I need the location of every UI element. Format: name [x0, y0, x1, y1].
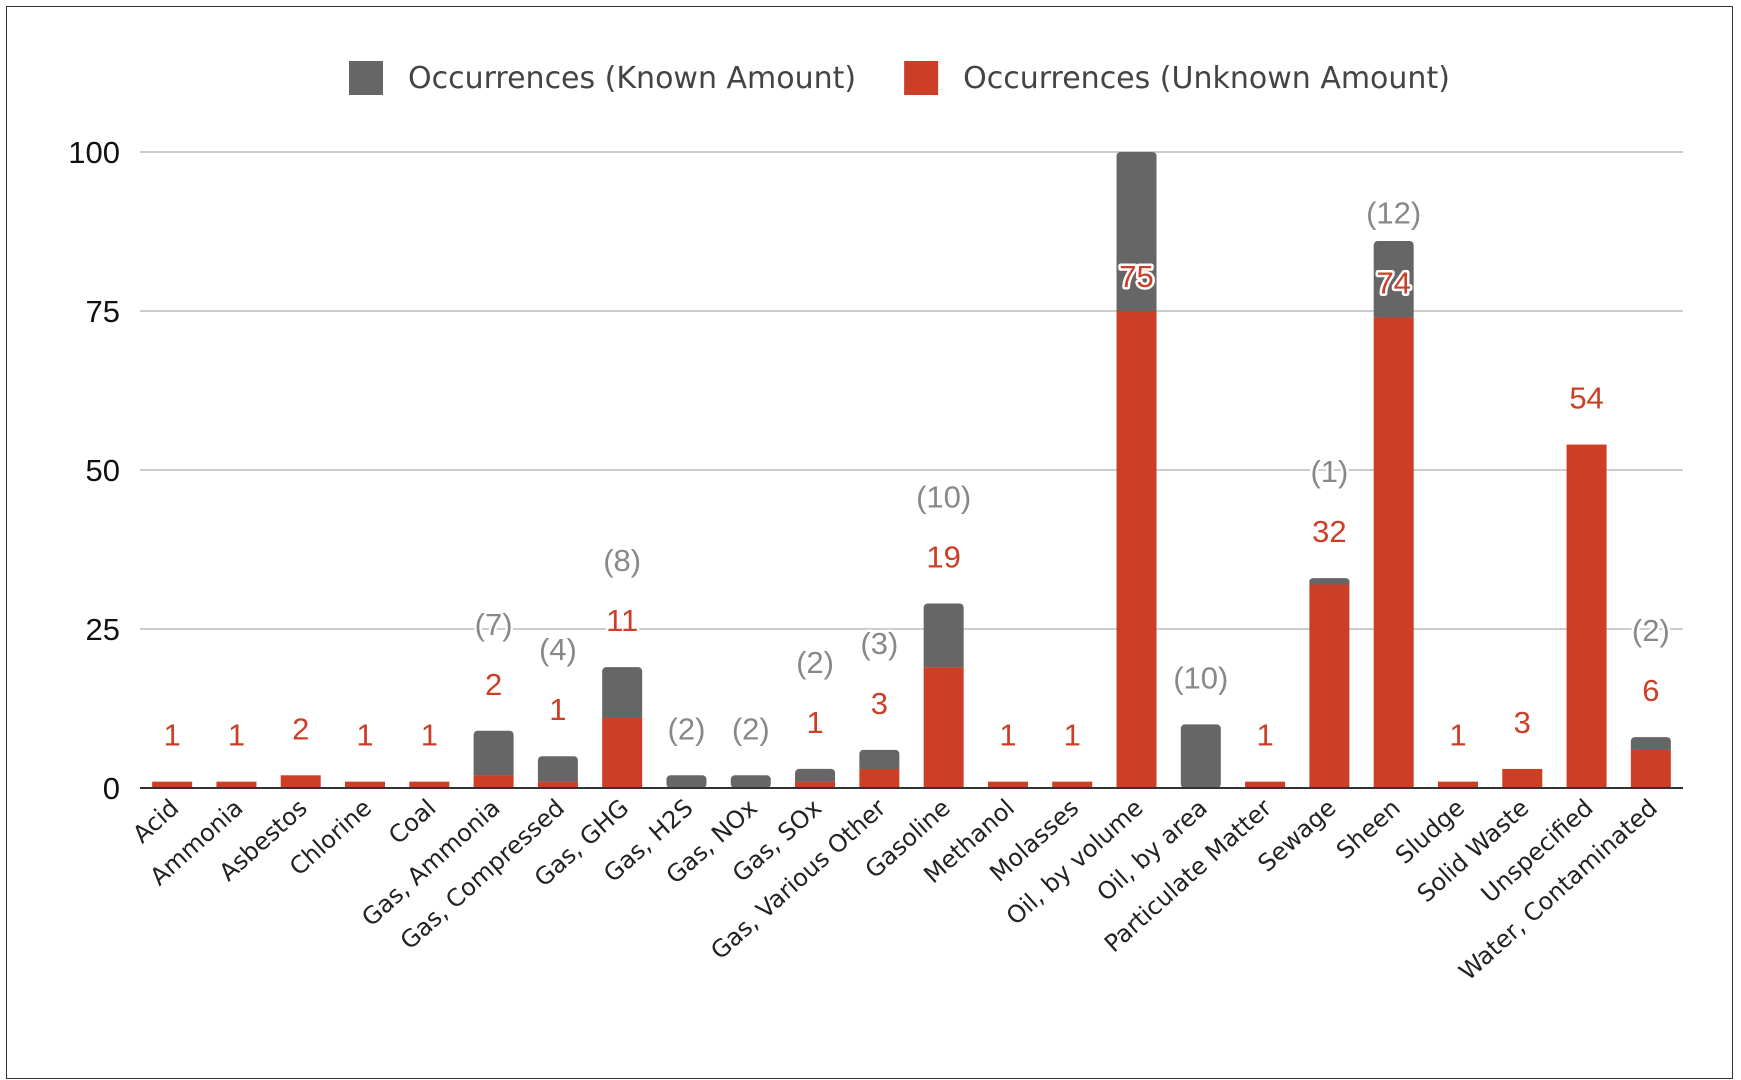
data-label-known: (3)	[860, 626, 898, 661]
data-label-known: (10)	[1173, 660, 1228, 695]
data-label-known: (2)	[1632, 613, 1670, 648]
data-label-unknown: 1	[999, 718, 1016, 753]
data-label-known: (7)	[475, 607, 513, 642]
bar-unknown-amount	[1309, 584, 1350, 788]
data-label-unknown: 3	[871, 686, 888, 721]
data-label-unknown: 1	[806, 705, 823, 740]
bar-unknown-amount	[923, 667, 964, 788]
bar-known-amount	[602, 667, 643, 719]
legend-label: Occurrences (Unknown Amount)	[963, 61, 1450, 96]
bar-unknown-amount	[1052, 781, 1093, 788]
data-label-unknown: 2	[292, 711, 309, 746]
bar-known-amount-joint	[859, 764, 900, 769]
data-label-unknown: 1	[356, 718, 373, 753]
y-tick-label: 100	[68, 135, 120, 170]
bar-known-amount	[666, 775, 707, 788]
bar-known-amount-joint	[1309, 580, 1350, 585]
data-label-unknown: 3	[1514, 705, 1531, 740]
bar-unknown-amount	[216, 781, 257, 788]
data-label-unknown: 1	[549, 692, 566, 727]
bar-unknown-amount	[345, 781, 386, 788]
bar-known-amount	[473, 730, 514, 776]
data-label-known: (2)	[668, 711, 706, 746]
bar-unknown-amount	[1566, 444, 1607, 788]
bar-known-amount	[1373, 241, 1414, 318]
bar-unknown-amount	[1502, 768, 1543, 788]
bar-known-amount-joint	[1373, 313, 1414, 318]
data-label-unknown: 1	[1064, 718, 1081, 753]
data-label-known: (2)	[796, 645, 834, 680]
bar-unknown-amount	[1437, 781, 1478, 788]
data-label-known: (1)	[1310, 454, 1348, 489]
data-label-known: (4)	[539, 632, 577, 667]
legend-swatch	[904, 61, 939, 95]
bar-unknown-amount	[152, 781, 193, 788]
bar-unknown-amount	[1630, 749, 1671, 788]
bar-known-amount	[1180, 724, 1221, 788]
bar-known-amount-joint	[537, 777, 578, 782]
bar-known-amount-joint	[1116, 307, 1157, 311]
bar-unknown-amount	[1373, 317, 1414, 788]
bar-known-amount-joint	[923, 663, 964, 668]
data-label-unknown: 2	[485, 667, 502, 702]
legend-swatch	[349, 61, 383, 95]
x-tick-label: Acid	[127, 794, 184, 849]
y-tick-label: 0	[103, 771, 120, 806]
data-label-unknown: 1	[1256, 718, 1273, 753]
data-label-unknown: 75	[1119, 259, 1153, 294]
y-tick-label: 75	[86, 294, 120, 329]
legend-label: Occurrences (Known Amount)	[408, 61, 856, 96]
bar-known-amount	[1116, 152, 1157, 311]
bar-unknown-amount	[795, 781, 836, 788]
bar-known-amount-joint	[473, 771, 514, 776]
data-label-known: (8)	[603, 543, 641, 578]
data-label-unknown: 1	[1449, 718, 1466, 753]
data-label-unknown: 74	[1376, 265, 1410, 300]
data-label-known: (2)	[732, 711, 770, 746]
bar-known-amount-joint	[795, 777, 836, 782]
bar-unknown-amount	[473, 775, 514, 788]
data-label-unknown: 11	[606, 603, 638, 638]
bar-unknown-amount	[409, 781, 450, 788]
bar-known-amount	[537, 756, 578, 782]
data-label-known: (12)	[1366, 195, 1421, 230]
data-label-known: (10)	[916, 480, 971, 515]
bar-unknown-amount	[602, 718, 643, 788]
bar-known-amount-joint	[1630, 745, 1671, 750]
data-label-unknown: 19	[926, 540, 960, 575]
y-tick-label: 50	[86, 453, 120, 488]
bar-known-amount	[859, 749, 900, 769]
bar-unknown-amount	[280, 775, 321, 788]
bar-unknown-amount	[537, 781, 578, 788]
data-label-unknown: 1	[421, 718, 438, 753]
bar-known-amount-joint	[602, 714, 643, 719]
bar-unknown-amount	[859, 768, 900, 788]
data-label-unknown: 1	[164, 718, 181, 753]
y-tick-label: 25	[86, 612, 120, 647]
data-label-unknown: 6	[1642, 673, 1659, 708]
bar-known-amount	[923, 603, 964, 668]
data-label-unknown: 1	[228, 718, 245, 753]
bar-unknown-amount	[1116, 311, 1157, 788]
bar-unknown-amount	[1245, 781, 1286, 788]
bar-unknown-amount	[987, 781, 1028, 788]
bar-known-amount	[730, 775, 771, 788]
chart-frame	[6, 6, 1733, 1079]
data-label-unknown: 32	[1312, 514, 1346, 549]
data-label-unknown: 54	[1569, 381, 1603, 416]
